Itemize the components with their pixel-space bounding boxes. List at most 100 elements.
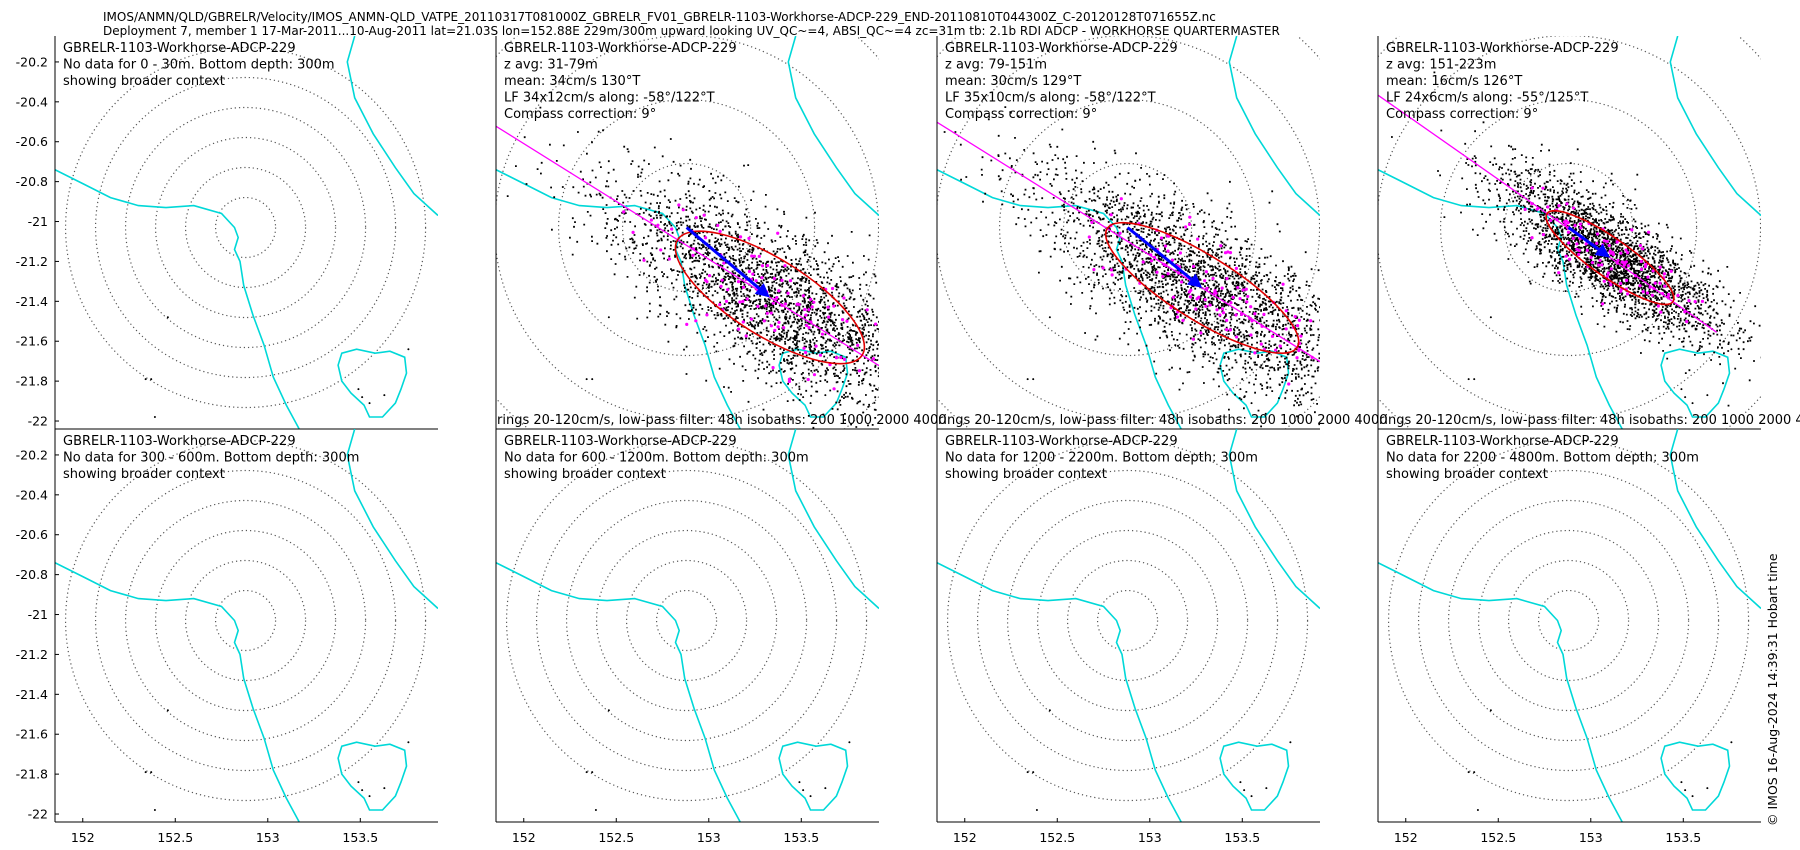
islet	[594, 416, 597, 419]
islet	[153, 416, 156, 419]
figure-title-line-1: IMOS/ANMN/QLD/GBRELR/Velocity/IMOS_ANMN-…	[103, 10, 1216, 24]
plot-content	[55, 429, 438, 822]
x-tick-label: 153.5	[342, 830, 378, 845]
islet	[1032, 378, 1035, 381]
panel-annotation-line: Compass correction: 9°	[945, 107, 1097, 122]
panel-annotation-line: mean: 30cm/s 129°T	[945, 74, 1081, 89]
speed-ring	[1447, 499, 1690, 742]
panel-79-151m: GBRELR-1103-Workhorse-ADCP-229 z avg: 79-…	[936, 36, 1388, 430]
panel-0-30m: GBRELR-1103-Workhorse-ADCP-229 No data fo…	[16, 36, 438, 430]
speed-ring	[1507, 559, 1630, 682]
y-tick-label: -21.6	[16, 727, 48, 742]
islet	[809, 795, 812, 798]
speed-ring	[557, 98, 816, 357]
speed-ring	[976, 469, 1279, 772]
islet	[1265, 787, 1268, 790]
speed-ring	[595, 529, 778, 712]
x-tick-label: 153	[1579, 830, 1603, 845]
islet	[166, 316, 169, 319]
islet	[1289, 348, 1292, 351]
x-tick-label: 152	[71, 830, 95, 845]
panel-annotation-line: No data for 600 - 1200m. Bottom depth: 3…	[504, 451, 809, 466]
panel-annotation-line: LF 24x6cm/s along: -55°/125°T	[1386, 91, 1588, 106]
speed-ring	[505, 439, 868, 802]
islet	[848, 741, 851, 744]
x-tick-label: 153.5	[1665, 830, 1701, 845]
coastline-west	[496, 168, 741, 429]
panel-footer-text: rings 20-120cm/s, low-pass filter: 48h i…	[1379, 413, 1800, 428]
islet	[594, 809, 597, 812]
islet	[591, 378, 594, 381]
islet	[1035, 809, 1038, 812]
panel-annotation-line: showing broader context	[63, 74, 225, 89]
mean-arrow-shaft	[1567, 226, 1600, 251]
islet	[368, 795, 371, 798]
islet	[357, 388, 360, 391]
y-tick-label: -21.2	[16, 254, 48, 269]
panel-annotation-line: No data for 1200 - 2200m. Bottom depth: …	[945, 451, 1258, 466]
panel-2200-4800m: GBRELR-1103-Workhorse-ADCP-229 No data fo…	[1377, 429, 1761, 845]
x-tick-label: 153	[1138, 830, 1162, 845]
variance-ellipse	[1104, 221, 1300, 354]
speed-ring	[946, 439, 1309, 802]
mean-arrow-head	[1186, 273, 1203, 288]
islet	[1250, 402, 1253, 405]
panel-annotation-line: mean: 34cm/s 130°T	[504, 74, 640, 89]
speed-ring	[64, 439, 427, 802]
velocity-scatter	[1391, 71, 1761, 407]
speed-ring	[621, 162, 752, 293]
islet	[824, 394, 827, 397]
island-outline	[1219, 741, 1290, 811]
islet	[144, 378, 147, 381]
islet	[1048, 709, 1051, 712]
islet	[1680, 781, 1683, 784]
plot-content	[1378, 36, 1761, 429]
panel-annotation-line: GBRELR-1103-Workhorse-ADCP-229	[945, 41, 1178, 56]
velocity-scatter	[943, 106, 1320, 428]
mean-arrow-shaft	[1126, 226, 1193, 281]
y-tick-label: -21.4	[16, 294, 48, 309]
speed-ring	[184, 559, 307, 682]
panel-300-600m: GBRELR-1103-Workhorse-ADCP-229 No data fo…	[16, 429, 438, 845]
islet	[1691, 402, 1694, 405]
speed-ring	[1066, 559, 1189, 682]
speed-ring	[625, 559, 748, 682]
speed-ring	[1417, 469, 1720, 772]
islet	[1265, 394, 1268, 397]
islet	[1476, 416, 1479, 419]
islet	[1473, 771, 1476, 774]
speed-ring	[154, 136, 337, 319]
panel-annotation-line: showing broader context	[945, 467, 1107, 482]
islet	[1250, 795, 1253, 798]
islet	[1026, 378, 1029, 381]
panel-footer-text: rings 20-120cm/s, low-pass filter: 48h i…	[938, 413, 1388, 428]
y-tick-label: -20.2	[16, 54, 48, 69]
islet	[1680, 388, 1683, 391]
islet	[144, 771, 147, 774]
y-tick-label: -21.4	[16, 687, 48, 702]
islet	[1706, 394, 1709, 397]
speed-ring	[124, 106, 367, 349]
y-tick-label: -20.4	[16, 94, 48, 109]
islet	[824, 787, 827, 790]
panel-annotation-line: GBRELR-1103-Workhorse-ADCP-229	[63, 41, 296, 56]
islet	[1243, 789, 1246, 792]
coastline-east	[787, 429, 879, 610]
panel-annotation-line: z avg: 79-151m	[945, 58, 1047, 73]
islet	[383, 787, 386, 790]
y-tick-label: -20.2	[16, 447, 48, 462]
panel-annotation-line: No data for 0 - 30m. Bottom depth: 300m	[63, 58, 335, 73]
islet	[1691, 795, 1694, 798]
panel-annotation-line: showing broader context	[63, 467, 225, 482]
coastline-west	[1378, 561, 1623, 822]
plot-content	[1378, 429, 1761, 822]
coastline-east	[787, 36, 879, 217]
timestamp-credit: © IMOS 16-Aug-2024 14:39:31 Hobart time	[1765, 553, 1780, 826]
speed-ring	[1537, 589, 1600, 652]
islet	[1467, 771, 1470, 774]
islet	[585, 771, 588, 774]
islet	[802, 789, 805, 792]
islet	[798, 388, 801, 391]
island-outline	[337, 348, 408, 418]
islet	[150, 378, 153, 381]
